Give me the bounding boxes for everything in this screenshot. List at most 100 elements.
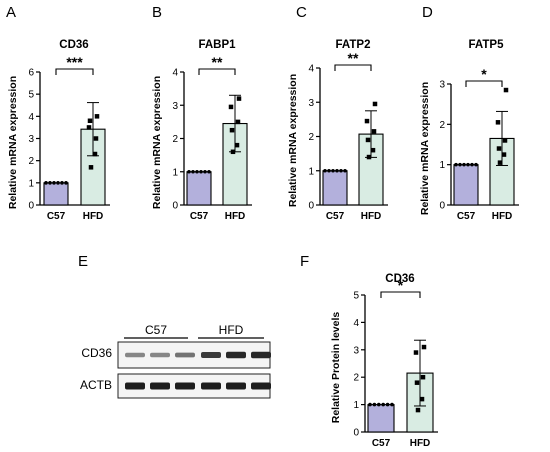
data-point <box>234 142 240 148</box>
data-point <box>335 168 339 173</box>
panel-letter-D: D <box>422 4 433 21</box>
chart-title: FATP5 <box>469 39 505 51</box>
y-tick-label: 0 <box>353 428 359 439</box>
significance-bracket <box>380 291 421 298</box>
chart-cd36-mrna: CD36 Relative mRNA expression 0 1 2 3 4 5 6 C57 HF… <box>7 39 110 222</box>
data-point <box>187 169 191 174</box>
panel-letter-C: C <box>296 4 307 21</box>
significance-marker: * <box>398 277 404 293</box>
blot-band <box>201 352 221 358</box>
data-point <box>228 104 234 110</box>
y-tick-label: 3 <box>28 134 34 145</box>
data-point <box>236 96 242 101</box>
x-tick-label: C57 <box>190 211 209 222</box>
x-tick-label: HFD <box>361 211 382 222</box>
data-point <box>501 152 507 157</box>
x-tick-label: C57 <box>457 211 476 222</box>
data-point <box>92 151 98 157</box>
data-point <box>496 146 502 151</box>
y-tick-label: 4 <box>353 318 359 329</box>
data-point <box>381 402 386 407</box>
significance-marker: * <box>481 66 487 82</box>
y-tick-label: 0 <box>28 201 34 212</box>
data-point <box>339 168 343 173</box>
data-point <box>413 350 419 355</box>
significance-bracket <box>465 80 503 87</box>
data-point <box>331 168 335 173</box>
chart-fabp1-mrna: FABP1 Relative mRNA expression 0 1 2 3 4 C57 HFD… <box>151 39 252 222</box>
data-point <box>203 169 207 174</box>
data-point <box>421 344 427 350</box>
data-point <box>414 380 420 385</box>
y-tick-label: 0 <box>439 201 445 212</box>
data-point <box>207 169 211 174</box>
significance-bracket <box>334 64 372 71</box>
data-point <box>60 181 64 185</box>
data-point <box>235 119 241 125</box>
data-point <box>64 181 68 185</box>
data-point <box>195 169 199 174</box>
y-tick-label: 0 <box>172 201 178 212</box>
y-tick-label: 6 <box>28 68 34 79</box>
data-point <box>229 127 235 133</box>
y-tick-label: 3 <box>308 98 314 109</box>
x-tick-label: HFD <box>83 211 104 222</box>
data-point <box>343 168 347 173</box>
blot-band <box>175 382 195 390</box>
data-point <box>52 181 56 185</box>
blot-band <box>251 351 271 359</box>
panel-letter-B: B <box>152 4 162 21</box>
x-tick-label: C57 <box>47 211 66 222</box>
data-point <box>474 162 478 167</box>
y-tick-label: 4 <box>28 112 34 123</box>
data-point <box>503 87 509 93</box>
data-point <box>495 120 501 125</box>
data-point <box>377 402 381 407</box>
chart-title: CD36 <box>59 39 88 51</box>
chart-title: CD36 <box>385 273 414 285</box>
data-point <box>48 181 52 185</box>
y-tick-label: 2 <box>172 134 178 145</box>
blot-group-label-hfd: HFD <box>219 323 244 337</box>
data-point <box>366 154 372 160</box>
significance-bracket <box>198 68 236 75</box>
data-point <box>323 168 327 173</box>
y-tick-label: 3 <box>439 80 445 91</box>
data-point <box>420 374 426 380</box>
bar-c57 <box>43 182 69 206</box>
blot-band <box>201 382 221 390</box>
data-point <box>56 181 60 185</box>
data-point <box>370 147 376 153</box>
data-point <box>497 160 503 165</box>
data-point <box>466 162 470 167</box>
x-tick-label: C57 <box>372 438 391 449</box>
x-tick-label: HFD <box>492 211 513 222</box>
data-point <box>470 162 474 167</box>
y-axis-label: Relative mRNA expression <box>419 82 431 215</box>
y-tick-label: 1 <box>439 160 445 171</box>
bar-c57 <box>322 170 348 206</box>
data-point <box>454 162 458 167</box>
panel-letter-F: F <box>300 253 309 270</box>
blot-band <box>150 352 170 358</box>
y-tick-label: 5 <box>353 291 359 302</box>
y-tick-label: 2 <box>28 156 34 167</box>
bar-c57 <box>186 171 212 206</box>
x-tick-label: HFD <box>225 211 246 222</box>
blot-group-label-c57: C57 <box>145 323 167 337</box>
data-point <box>372 101 378 107</box>
y-tick-label: 1 <box>28 178 34 189</box>
significance-marker: ** <box>212 54 223 70</box>
blot-row-label-cd36: CD36 <box>81 346 112 360</box>
data-point <box>419 396 425 402</box>
blot-band <box>150 382 170 390</box>
blot-bands-cd36 <box>125 351 271 359</box>
significance-marker: ** <box>348 50 359 66</box>
data-point <box>462 162 466 167</box>
y-tick-label: 4 <box>308 64 314 75</box>
blot-band <box>125 352 145 358</box>
chart-cd36-protein: CD36 Relative Protein levels 0 1 2 3 4 5 C57 HFD * <box>330 273 438 449</box>
data-point <box>368 402 372 407</box>
blot-band <box>226 382 246 390</box>
